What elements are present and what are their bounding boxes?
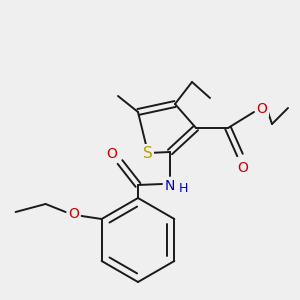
Text: O: O xyxy=(68,207,79,221)
Text: S: S xyxy=(143,146,153,160)
Text: N: N xyxy=(165,179,175,193)
Text: H: H xyxy=(178,182,188,194)
Text: O: O xyxy=(106,147,117,161)
Text: O: O xyxy=(256,102,267,116)
Text: O: O xyxy=(238,161,248,175)
